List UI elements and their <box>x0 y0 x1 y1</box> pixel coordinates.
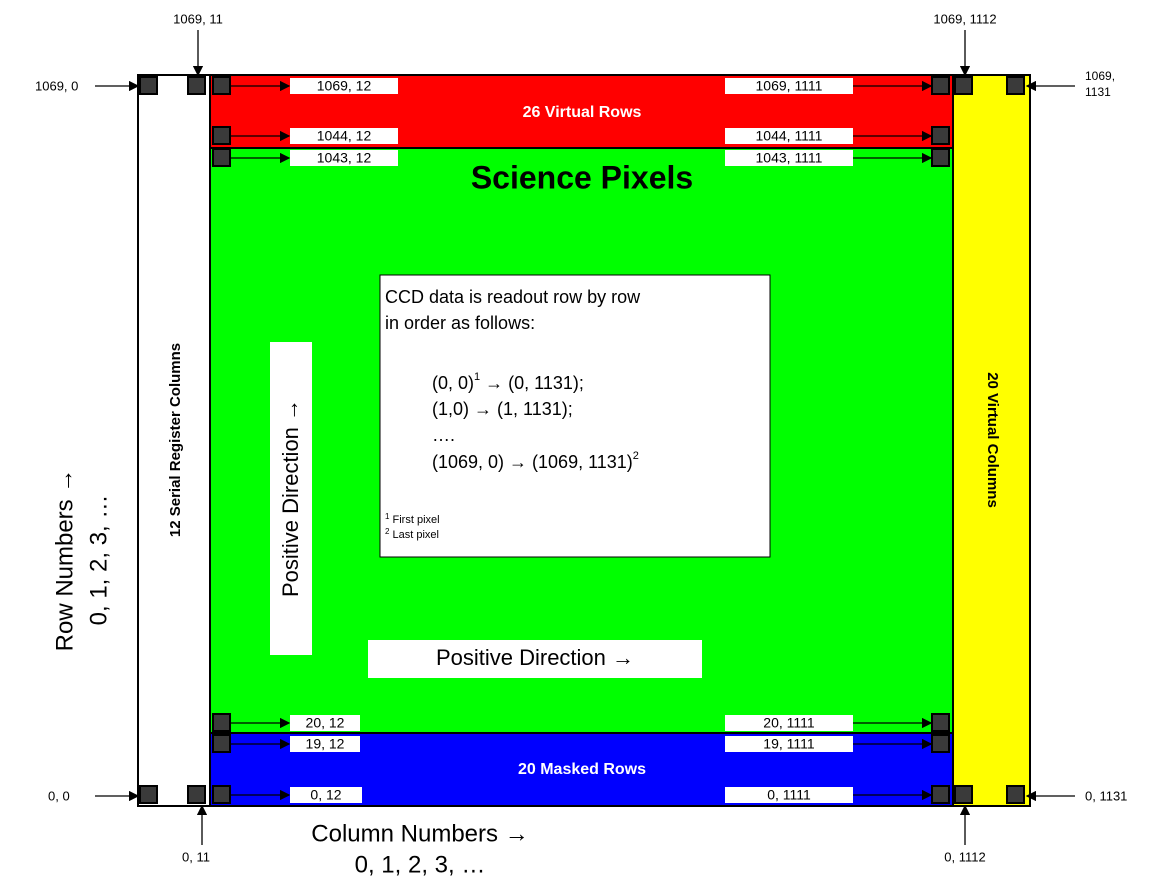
pixel-label: 19, 1111 <box>763 736 815 752</box>
pixel-label: 1069, 1111 <box>756 78 823 94</box>
direction-box <box>368 640 702 678</box>
coordinate-label: 0, 11 <box>182 849 210 864</box>
pixel <box>931 785 950 804</box>
pixel <box>931 148 950 167</box>
pixel-label: 1044, 12 <box>317 128 372 144</box>
pixel-label: 1043, 12 <box>317 150 372 166</box>
label-box <box>725 128 853 144</box>
text: → (0, 1131); <box>480 373 584 393</box>
text: Last pixel <box>389 529 439 541</box>
label-box <box>290 715 360 731</box>
region-label: Science Pixels <box>471 159 693 195</box>
label-box <box>725 150 853 166</box>
superscript: 1 <box>474 371 480 383</box>
pixel-label: 1043, 1111 <box>756 150 823 166</box>
axis-values: 0, 1, 2, 3, … <box>85 495 112 626</box>
text: (0, 0) <box>432 373 474 393</box>
label-box <box>725 736 853 752</box>
label-box <box>290 150 398 166</box>
info-line: (0, 0)1 → (0, 1131); <box>432 371 584 393</box>
axis-values: 0, 1, 2, 3, … <box>355 851 486 878</box>
label-box <box>290 787 362 803</box>
pixel <box>931 126 950 145</box>
pixel-label: 1069, 12 <box>317 78 372 94</box>
label-box <box>290 128 398 144</box>
region-label: 12 Serial Register Columns <box>167 343 184 537</box>
label-box <box>725 78 853 94</box>
direction-box <box>270 342 312 655</box>
coordinate-label: 1069, 1112 <box>933 11 996 26</box>
pixel <box>212 785 231 804</box>
info-line: (1069, 0) → (1069, 1131)2 <box>432 450 639 472</box>
pixel <box>187 76 206 95</box>
coordinate-label: 1131 <box>1085 85 1111 99</box>
pixel <box>212 76 231 95</box>
coordinate-label: 1069, <box>1085 69 1115 83</box>
outer-arrows <box>95 30 1075 845</box>
pixel <box>139 76 158 95</box>
pixel <box>931 734 950 753</box>
pixel <box>212 126 231 145</box>
pixel <box>931 713 950 732</box>
label-box <box>290 78 398 94</box>
text: (1069, 0) → (1069, 1131) <box>432 452 633 472</box>
footnote: 1 First pixel <box>385 512 440 526</box>
pixel <box>187 785 206 804</box>
axis-title: Column Numbers → <box>311 820 528 847</box>
region-label: 26 Virtual Rows <box>523 104 642 121</box>
superscript: 2 <box>633 450 639 462</box>
pixel-labels: 1069, 12 1069, 1111 1044, 12 1044, 1111 1043… <box>231 78 933 803</box>
direction-label: Positive Direction → <box>278 399 303 597</box>
pixel <box>954 76 973 95</box>
pixel-label: 20, 1111 <box>763 715 815 731</box>
info-box <box>379 274 771 558</box>
info-text: CCD data is readout row by row in order … <box>385 287 641 541</box>
virtual-columns-region <box>952 74 1031 807</box>
coordinate-label: 0, 0 <box>48 788 70 803</box>
coordinate-label: 0, 1112 <box>944 849 985 864</box>
pixel <box>1006 76 1025 95</box>
coordinate-label: 0, 1131 <box>1085 788 1127 803</box>
info-line: in order as follows: <box>385 313 535 333</box>
info-line: (1,0) → (1, 1131); <box>432 399 573 419</box>
pixel <box>931 76 950 95</box>
pixel <box>212 713 231 732</box>
pixel <box>139 785 158 804</box>
label-box <box>725 787 853 803</box>
region-label: 20 Masked Rows <box>518 761 646 778</box>
serial-region <box>137 74 211 807</box>
pixel-label: 0, 1111 <box>767 787 811 803</box>
label-box <box>290 736 360 752</box>
text: First pixel <box>389 514 439 526</box>
pixel-label: 0, 12 <box>310 787 341 803</box>
pixel-label: 20, 12 <box>306 715 345 731</box>
pixel <box>212 148 231 167</box>
pixel <box>1006 785 1025 804</box>
region-label: 20 Virtual Columns <box>984 372 1001 508</box>
superscript: 1 <box>385 512 390 521</box>
axis-title: Row Numbers → <box>51 469 78 652</box>
coordinate-label: 1069, 11 <box>173 11 223 26</box>
label-box <box>725 715 853 731</box>
footnote: 2 Last pixel <box>385 527 439 541</box>
pixel <box>954 785 973 804</box>
pixel-label: 1044, 1111 <box>756 128 823 144</box>
coordinate-label: 1069, 0 <box>35 78 78 93</box>
info-line: …. <box>432 425 455 445</box>
superscript: 2 <box>385 527 390 536</box>
pixel <box>212 734 231 753</box>
direction-label: Positive Direction → <box>436 645 634 670</box>
pixel-label: 19, 12 <box>306 736 345 752</box>
info-line: CCD data is readout row by row <box>385 287 641 307</box>
